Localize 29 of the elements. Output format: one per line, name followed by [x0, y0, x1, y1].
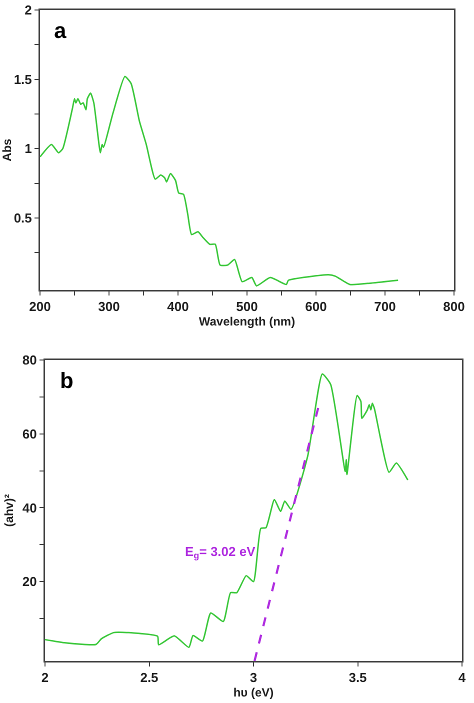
x-tick-label: 3.5 [348, 670, 367, 686]
line-series [45, 373, 409, 648]
annotation: E$_{g}$= 3.02 eV [185, 544, 256, 561]
x-tick-label: 200 [29, 299, 51, 314]
x-tick-label: 400 [167, 299, 189, 314]
x-tick-label: 700 [374, 299, 396, 314]
x-tick-label: 3 [250, 670, 258, 686]
line-series [40, 76, 399, 287]
y-tick-label: 40 [22, 500, 37, 516]
x-tick-label: 500 [236, 299, 258, 314]
x-axis-title: Wavelength (nm) [198, 314, 296, 329]
y-axis-title: Abs [0, 138, 14, 162]
y-tick-label: 60 [22, 426, 37, 442]
y-tick-label: 1 [24, 141, 32, 156]
y-tick-label: 80 [22, 352, 37, 368]
y-axis-title: (ahv)² [2, 494, 16, 527]
chart-title: a [54, 18, 67, 43]
x-tick-label: 4 [458, 670, 466, 686]
chart-title: b [60, 368, 74, 393]
y-tick-label: 0.5 [14, 210, 32, 226]
x-tick-label: 2.5 [140, 670, 158, 686]
y-tick-label: 2 [24, 2, 32, 18]
x-tick-label: 600 [305, 299, 327, 314]
x-tick-label: 2 [41, 670, 49, 686]
y-tick-label: 20 [22, 574, 37, 590]
x-tick-label: 300 [98, 299, 120, 314]
x-tick-label: 800 [443, 299, 465, 314]
x-axis-title: hυ (eV) [233, 686, 274, 700]
y-tick-label: 1.5 [14, 72, 32, 87]
